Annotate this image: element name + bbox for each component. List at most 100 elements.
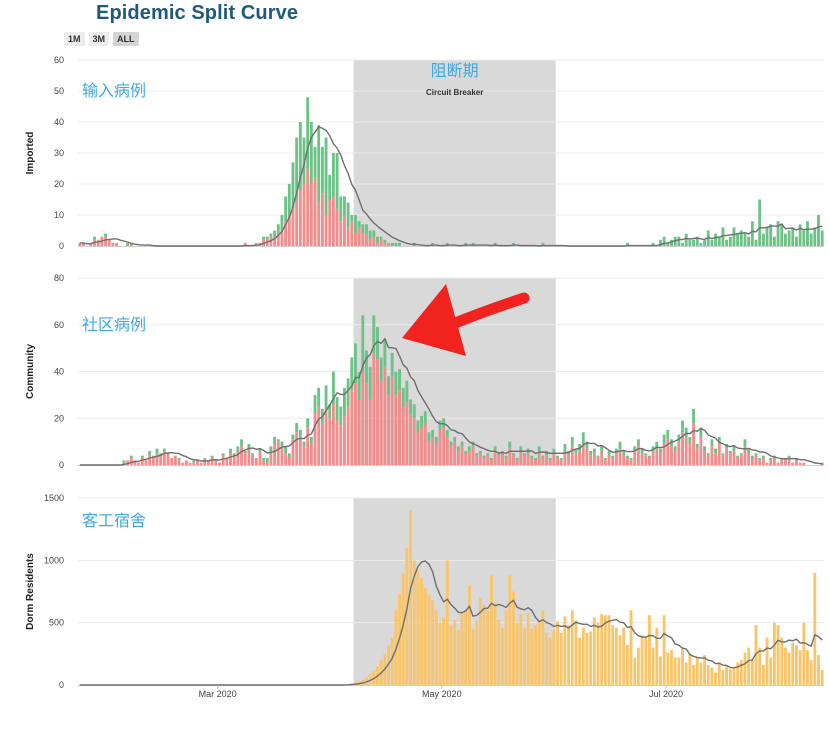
- bar-red: [155, 453, 159, 465]
- bar-orange: [640, 635, 644, 685]
- bar-green: [769, 457, 773, 461]
- bar-red: [644, 455, 648, 465]
- bar-red: [361, 371, 365, 465]
- range-button-3m[interactable]: 3M: [88, 32, 110, 46]
- bar-green: [346, 378, 350, 407]
- bar-red: [570, 446, 574, 465]
- bar-red: [530, 457, 534, 465]
- panel-dorm: 0 500 1000 1500 Dorm Residents 客工宿舍: [25, 493, 824, 690]
- bar-orange: [776, 625, 780, 685]
- bar-red: [291, 208, 295, 246]
- bar-red: [181, 462, 185, 465]
- bar-orange: [736, 662, 740, 685]
- range-button-all[interactable]: ALL: [113, 32, 139, 46]
- bar-orange: [570, 610, 574, 685]
- bar-red: [350, 221, 354, 246]
- bar-green: [240, 439, 243, 447]
- bar-orange: [423, 587, 427, 685]
- bar-red: [717, 443, 721, 465]
- y-tick-label: 0: [59, 680, 64, 690]
- bar-orange: [607, 615, 611, 685]
- bar-green: [787, 230, 791, 246]
- bar-red: [636, 446, 640, 465]
- bar-red: [651, 450, 655, 465]
- bar-orange: [651, 647, 655, 685]
- bar-red: [508, 448, 512, 465]
- bar-green: [721, 453, 725, 456]
- bar-red: [772, 457, 776, 465]
- bar-green: [739, 230, 743, 246]
- bar-green: [140, 455, 144, 458]
- bar-red: [798, 462, 802, 465]
- bar-green: [177, 457, 181, 461]
- y-axis-label: Community: [25, 344, 36, 399]
- bar-red: [541, 457, 545, 465]
- bars: [122, 315, 824, 465]
- bar-green: [548, 457, 552, 461]
- bar-red: [574, 453, 578, 465]
- bar-red: [783, 460, 787, 465]
- bar-orange: [493, 602, 497, 685]
- bar-orange: [512, 591, 515, 685]
- bar-green: [159, 453, 163, 456]
- bar-green: [126, 242, 130, 246]
- bar-green: [243, 450, 247, 454]
- bar-red: [295, 199, 299, 246]
- bar-red: [523, 455, 526, 465]
- bar-red: [611, 457, 615, 465]
- bar-red: [567, 455, 571, 465]
- bar-orange: [545, 632, 548, 685]
- bar-green: [614, 448, 618, 454]
- bar-red: [276, 233, 280, 246]
- bar-orange: [523, 627, 526, 685]
- bar-red: [243, 453, 247, 465]
- bar-green: [401, 387, 405, 407]
- shade-title: 阻断期: [431, 61, 479, 80]
- bar-red: [725, 448, 729, 465]
- bar-green: [423, 411, 427, 423]
- bar-red: [331, 404, 335, 465]
- bar-orange: [434, 610, 438, 685]
- bar-red: [585, 448, 589, 465]
- bar-red: [320, 422, 324, 465]
- bar-orange: [438, 622, 442, 685]
- x-axis: Mar 2020 May 2020 Jul 2020: [199, 685, 683, 699]
- bar-green: [394, 242, 398, 246]
- bar-red: [673, 450, 677, 465]
- bar-red: [148, 455, 152, 465]
- bar-green: [262, 236, 266, 240]
- bar-green: [276, 439, 280, 442]
- bar-orange: [795, 645, 798, 685]
- bar-red: [335, 420, 339, 465]
- bar-red: [368, 399, 372, 465]
- bar-green: [618, 441, 622, 449]
- bar-red: [144, 460, 148, 465]
- range-button-1m[interactable]: 1M: [64, 32, 85, 46]
- moving-average-line: [79, 337, 823, 466]
- bar-green: [710, 239, 714, 246]
- bar-green: [449, 441, 453, 447]
- bar-orange: [787, 652, 791, 685]
- bar-orange: [453, 620, 457, 685]
- bar-red: [339, 221, 343, 246]
- bar-red: [129, 242, 133, 246]
- bar-red: [390, 376, 394, 465]
- bar-orange: [559, 632, 563, 685]
- bar-green: [320, 146, 324, 194]
- bar-green: [673, 446, 677, 451]
- bar-red: [475, 455, 479, 465]
- bar-orange: [504, 610, 508, 685]
- bar-orange: [721, 670, 725, 685]
- bar-orange: [581, 627, 585, 685]
- bar-green: [684, 233, 688, 246]
- bar-orange: [611, 625, 615, 685]
- bar-green: [692, 239, 695, 246]
- bar-green: [273, 436, 277, 444]
- bar-red: [662, 443, 666, 465]
- bar-green: [754, 453, 758, 456]
- bar-green: [342, 196, 346, 215]
- bar-green: [383, 338, 387, 367]
- bar-green: [651, 242, 655, 246]
- bar-green: [706, 453, 710, 456]
- bar-red: [629, 460, 633, 465]
